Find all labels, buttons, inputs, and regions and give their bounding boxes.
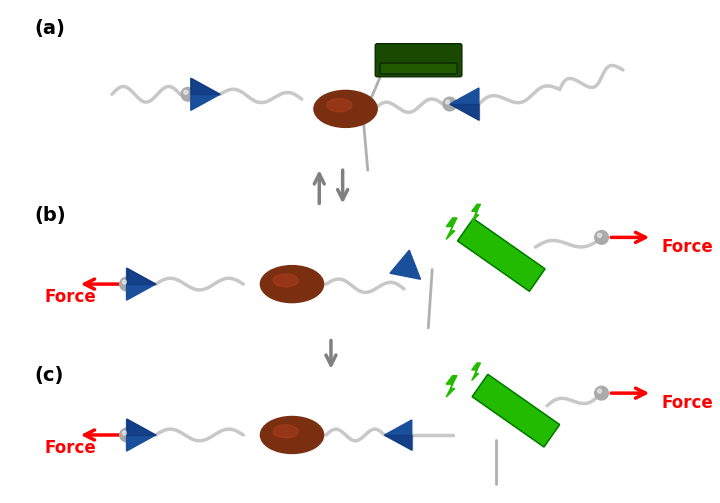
FancyBboxPatch shape bbox=[375, 44, 462, 77]
Polygon shape bbox=[472, 204, 480, 222]
Circle shape bbox=[122, 280, 127, 284]
Text: Force: Force bbox=[44, 439, 96, 457]
Polygon shape bbox=[472, 374, 559, 447]
Text: Force: Force bbox=[662, 394, 714, 412]
Ellipse shape bbox=[314, 91, 377, 127]
Polygon shape bbox=[384, 435, 412, 450]
Polygon shape bbox=[127, 268, 156, 300]
Polygon shape bbox=[446, 218, 457, 239]
Circle shape bbox=[181, 88, 194, 101]
Ellipse shape bbox=[273, 274, 298, 287]
Text: (c): (c) bbox=[34, 367, 63, 385]
Text: (a): (a) bbox=[34, 19, 65, 38]
Circle shape bbox=[598, 233, 602, 237]
Polygon shape bbox=[472, 363, 480, 380]
Circle shape bbox=[598, 389, 602, 393]
Polygon shape bbox=[127, 268, 156, 284]
Circle shape bbox=[120, 277, 133, 291]
Circle shape bbox=[595, 386, 608, 400]
Polygon shape bbox=[450, 104, 479, 120]
Circle shape bbox=[184, 90, 188, 94]
Polygon shape bbox=[127, 419, 156, 435]
Ellipse shape bbox=[327, 99, 352, 112]
Circle shape bbox=[120, 428, 133, 442]
Text: Force: Force bbox=[44, 288, 96, 306]
Circle shape bbox=[122, 431, 127, 435]
Polygon shape bbox=[390, 250, 420, 279]
Polygon shape bbox=[450, 88, 479, 120]
Circle shape bbox=[446, 100, 450, 104]
Polygon shape bbox=[458, 219, 545, 291]
Polygon shape bbox=[191, 78, 220, 110]
Text: (b): (b) bbox=[34, 206, 66, 225]
FancyBboxPatch shape bbox=[380, 63, 457, 74]
Polygon shape bbox=[191, 78, 220, 94]
Circle shape bbox=[443, 97, 456, 111]
Ellipse shape bbox=[261, 416, 324, 454]
Ellipse shape bbox=[273, 425, 298, 438]
Ellipse shape bbox=[261, 266, 324, 303]
Text: Force: Force bbox=[662, 238, 714, 256]
Polygon shape bbox=[446, 376, 457, 397]
Polygon shape bbox=[384, 420, 412, 450]
Polygon shape bbox=[127, 419, 156, 451]
Circle shape bbox=[595, 230, 608, 244]
